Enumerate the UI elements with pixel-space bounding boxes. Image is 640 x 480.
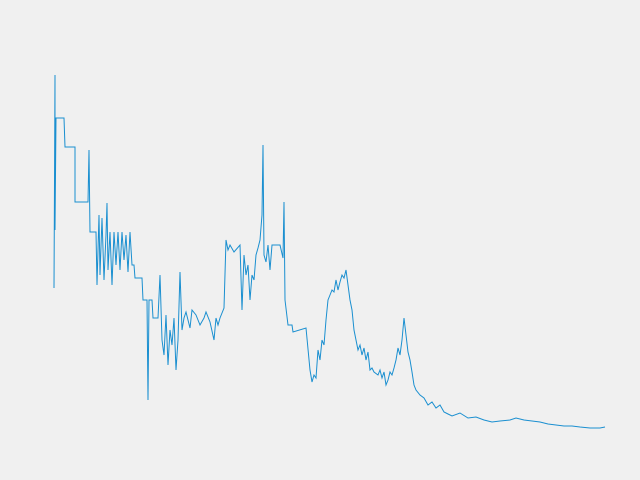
data-line: [53, 74, 606, 429]
